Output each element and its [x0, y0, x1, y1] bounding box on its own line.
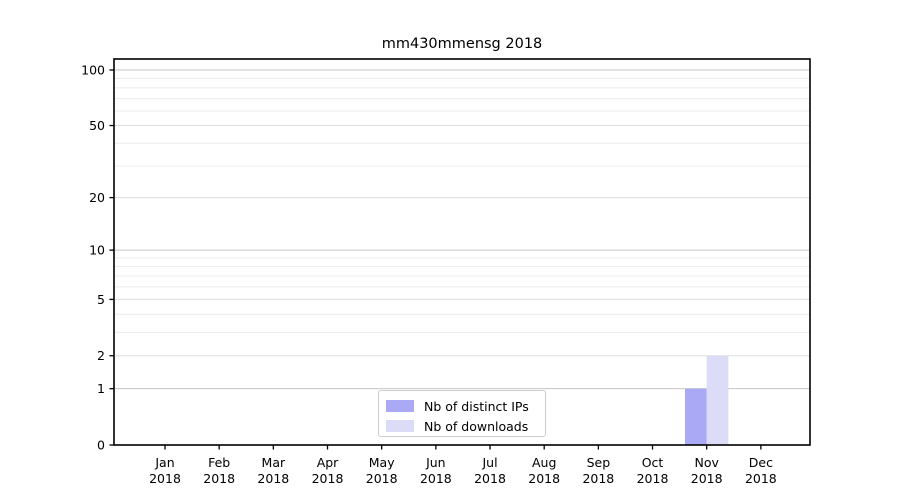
- x-tick-label-year-feb: 2018: [203, 471, 235, 486]
- legend-row-distinct-ips: Nb of distinct IPs: [379, 396, 545, 416]
- x-tick-label-year-jun: 2018: [420, 471, 452, 486]
- x-tick-label-year-jul: 2018: [474, 471, 506, 486]
- x-tick-label-month-jul: Jul: [481, 455, 497, 470]
- legend-label-downloads: Nb of downloads: [424, 418, 529, 434]
- bar-nov-series1: [706, 355, 729, 445]
- y-tick-label-100: 100: [81, 63, 105, 78]
- x-tick-label-year-apr: 2018: [312, 471, 344, 486]
- x-tick-label-month-aug: Aug: [532, 455, 556, 470]
- y-tick-label-50: 50: [89, 118, 105, 133]
- y-tick-label-0: 0: [97, 438, 105, 453]
- y-tick-label-20: 20: [89, 190, 105, 205]
- y-tick-label-5: 5: [97, 292, 105, 307]
- x-tick-label-month-jun: Jun: [425, 455, 446, 470]
- legend-label-distinct-ips: Nb of distinct IPs: [424, 398, 529, 414]
- y-tick-label-2: 2: [97, 348, 105, 363]
- x-tick-label-year-sep: 2018: [582, 471, 614, 486]
- x-tick-label-year-may: 2018: [366, 471, 398, 486]
- x-tick-label-year-nov: 2018: [691, 471, 723, 486]
- x-tick-label-year-mar: 2018: [257, 471, 289, 486]
- legend-swatch-downloads: [386, 420, 414, 432]
- legend-row-downloads: Nb of downloads: [379, 416, 545, 436]
- x-tick-label-month-feb: Feb: [208, 455, 230, 470]
- x-tick-label-month-may: May: [369, 455, 395, 470]
- x-tick-label-month-apr: Apr: [317, 455, 339, 470]
- x-tick-label-month-dec: Dec: [749, 455, 773, 470]
- plot-border: [113, 58, 811, 446]
- legend-swatch-distinct-ips: [386, 400, 414, 412]
- x-tick-label-month-sep: Sep: [587, 455, 611, 470]
- x-tick-label-month-jan: Jan: [154, 455, 174, 470]
- x-tick-label-year-oct: 2018: [637, 471, 669, 486]
- x-tick-label-month-oct: Oct: [642, 455, 664, 470]
- y-tick-label-1: 1: [97, 381, 105, 396]
- x-tick-label-year-dec: 2018: [745, 471, 777, 486]
- bar-nov-series0: [685, 388, 707, 445]
- x-tick-label-year-aug: 2018: [528, 471, 560, 486]
- x-tick-label-year-jan: 2018: [149, 471, 181, 486]
- x-tick-label-month-mar: Mar: [262, 455, 286, 470]
- legend: Nb of distinct IPs Nb of downloads: [378, 390, 546, 437]
- y-tick-label-10: 10: [89, 243, 105, 258]
- chart-title: mm430mmensg 2018: [381, 36, 543, 52]
- x-tick-label-month-nov: Nov: [694, 455, 719, 470]
